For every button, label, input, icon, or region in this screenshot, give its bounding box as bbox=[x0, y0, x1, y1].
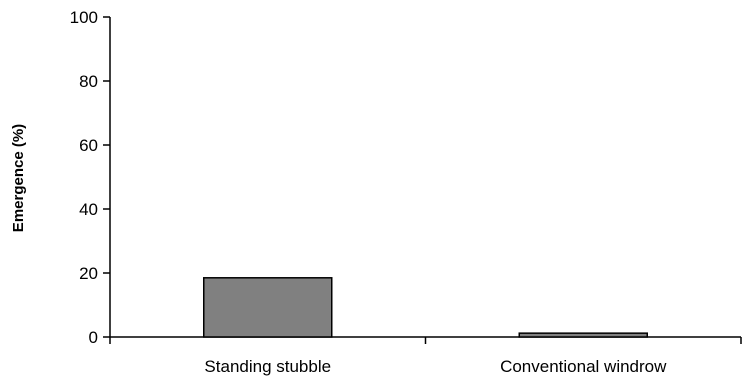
y-tick-label: 80 bbox=[79, 72, 98, 91]
x-category-label: Standing stubble bbox=[204, 357, 331, 376]
bar bbox=[203, 277, 333, 338]
y-tick-label: 20 bbox=[79, 264, 98, 283]
y-tick-label: 60 bbox=[79, 136, 98, 155]
y-axis-title: Emergence (%) bbox=[10, 124, 27, 232]
bar bbox=[518, 332, 648, 338]
y-tick-label: 100 bbox=[70, 8, 98, 27]
x-category-label: Conventional windrow bbox=[500, 357, 667, 376]
y-tick-label: 40 bbox=[79, 200, 98, 219]
y-tick-label: 0 bbox=[89, 328, 98, 347]
